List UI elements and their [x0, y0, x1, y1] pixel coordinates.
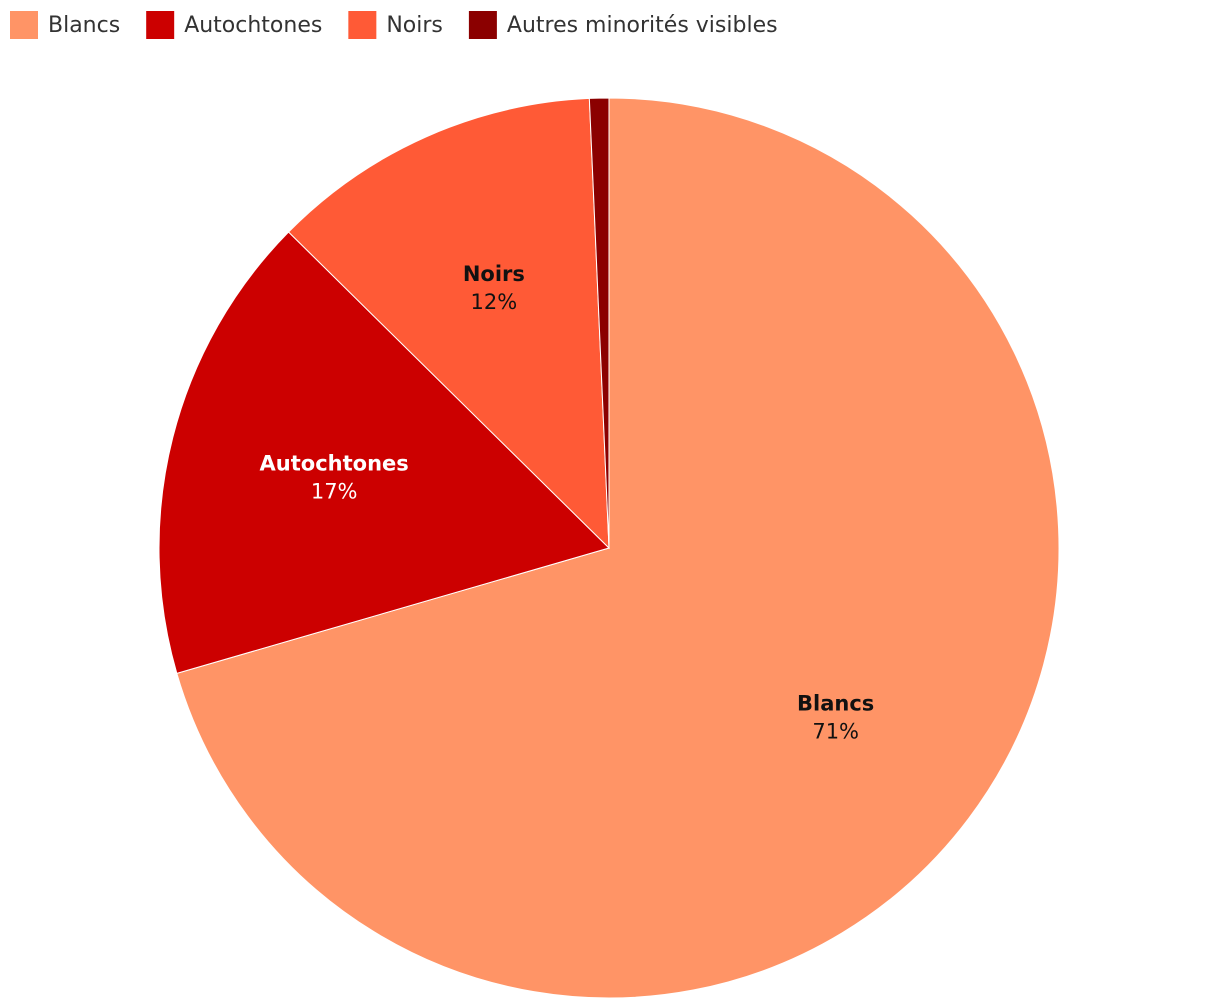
slice-label-value: 17%	[311, 479, 358, 503]
legend-swatch	[10, 11, 38, 39]
pie-slice	[176, 97, 1060, 999]
legend-label: Noirs	[386, 13, 443, 38]
legend-label: Autochtones	[184, 13, 322, 38]
slice-label-value: 12%	[471, 290, 518, 314]
pie-slice	[287, 97, 610, 550]
pie-slice	[588, 97, 610, 549]
pie-slice	[158, 231, 610, 674]
legend-label: Autres minorités visibles	[507, 13, 778, 38]
legend-swatch	[348, 11, 377, 39]
legend-swatch	[146, 11, 175, 39]
legend-swatch	[468, 11, 497, 39]
slice-label-value: 71%	[812, 719, 859, 743]
legend-label: Blancs	[48, 13, 120, 38]
slice-label-name: Autochtones	[260, 451, 409, 475]
slice-label-name: Noirs	[463, 262, 525, 286]
slice-label-name: Blancs	[797, 691, 874, 715]
